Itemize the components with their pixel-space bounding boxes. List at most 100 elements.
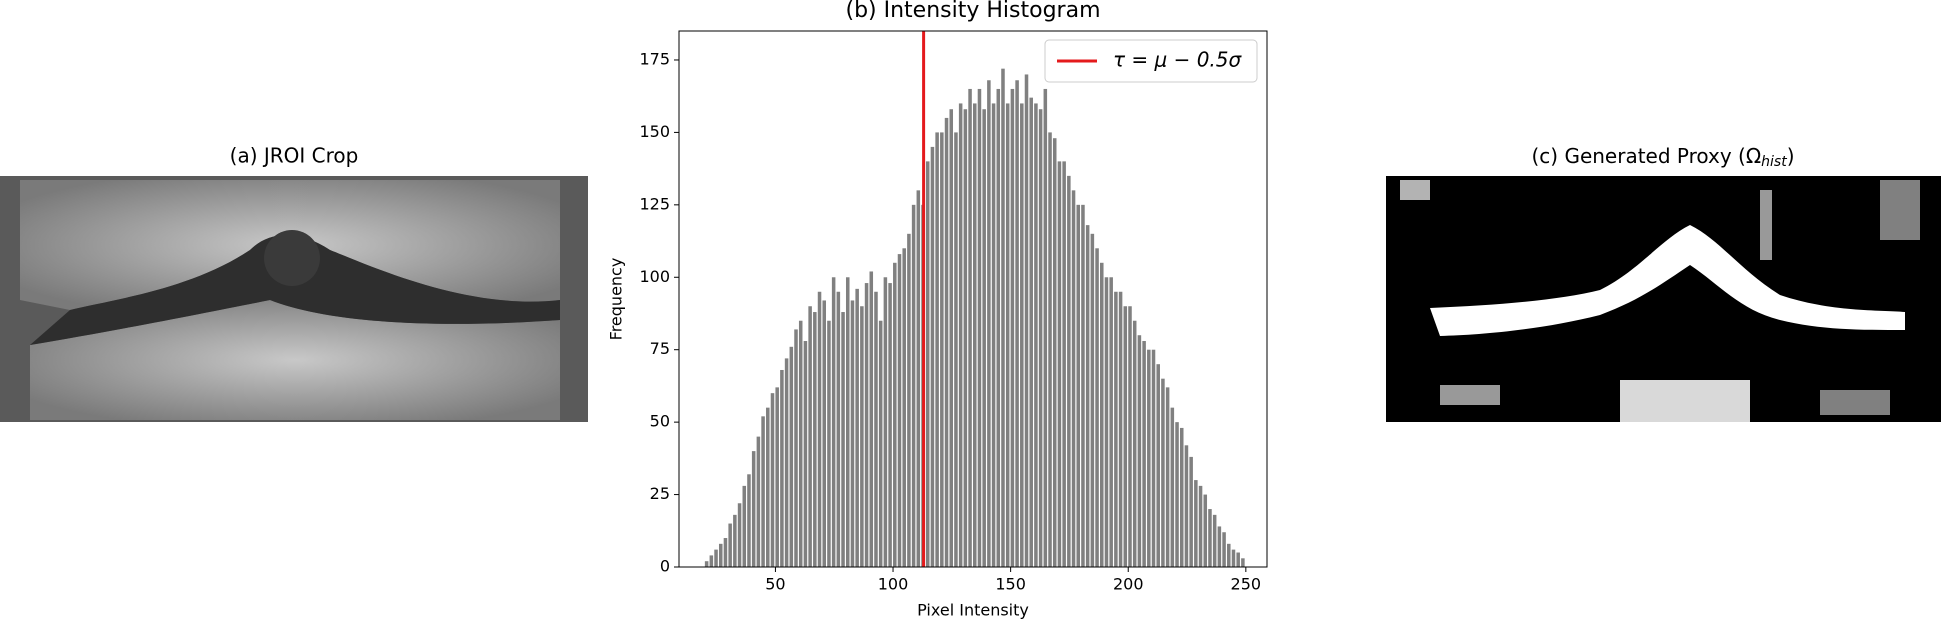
bar xyxy=(751,451,756,567)
bar xyxy=(737,503,742,567)
bar xyxy=(869,271,874,567)
bar xyxy=(850,300,855,567)
bar xyxy=(1020,103,1024,567)
bar xyxy=(1052,138,1057,567)
bar xyxy=(1236,552,1240,567)
bar xyxy=(1194,480,1198,567)
bar xyxy=(831,277,836,567)
bar xyxy=(1227,543,1231,567)
bar xyxy=(860,306,864,567)
title-text: (c) Generated Proxy (Ω xyxy=(1531,144,1761,168)
bar xyxy=(958,103,963,567)
bar xyxy=(1142,341,1146,567)
bar xyxy=(1156,364,1160,567)
bar xyxy=(893,262,897,567)
bar xyxy=(944,117,949,568)
y-tick-label: 150 xyxy=(639,122,670,141)
bar xyxy=(1090,233,1095,568)
bar xyxy=(1085,225,1090,568)
bar xyxy=(1048,132,1052,568)
bar xyxy=(1071,190,1076,567)
bar xyxy=(718,543,723,567)
bar xyxy=(1123,306,1128,567)
bar xyxy=(982,109,986,568)
bar xyxy=(1057,161,1062,568)
bar xyxy=(1001,68,1005,568)
x-tick-label: 250 xyxy=(1231,575,1262,594)
bar xyxy=(1231,549,1236,567)
bar xyxy=(808,306,812,567)
bar xyxy=(907,233,911,568)
bar xyxy=(1222,532,1226,567)
bar xyxy=(864,283,869,567)
panel-title: (a) JROI Crop xyxy=(230,144,359,168)
bar xyxy=(845,277,850,567)
y-tick-label: 75 xyxy=(650,339,670,358)
x-tick-label: 50 xyxy=(765,575,785,594)
bar xyxy=(930,146,935,567)
bar xyxy=(1109,277,1113,567)
title-end: ) xyxy=(1787,144,1795,168)
bar xyxy=(925,161,930,568)
y-tick-label: 125 xyxy=(639,194,670,213)
bar xyxy=(723,538,728,567)
bar xyxy=(766,407,770,567)
bar xyxy=(817,291,822,567)
bar xyxy=(1184,445,1189,567)
bar xyxy=(1104,277,1109,567)
bar xyxy=(855,288,859,567)
bar xyxy=(1175,422,1179,567)
bar xyxy=(1151,349,1156,567)
bar xyxy=(1179,427,1184,567)
legend-box xyxy=(1044,39,1258,83)
x-tick-label: 200 xyxy=(1113,575,1144,594)
chart-title: (b) Intensity Histogram xyxy=(846,0,1101,23)
bar xyxy=(827,320,831,567)
bar xyxy=(1161,378,1165,567)
bar xyxy=(775,387,779,567)
bar xyxy=(1198,485,1203,567)
bar xyxy=(1005,103,1010,567)
bar xyxy=(742,485,747,567)
bar xyxy=(973,103,977,567)
bar xyxy=(728,523,732,567)
panel-title: (c) Generated Proxy (Ωhist) xyxy=(1531,144,1794,171)
bar xyxy=(968,88,972,567)
bar xyxy=(1015,80,1019,567)
bar xyxy=(1062,161,1066,568)
bar xyxy=(1038,109,1043,568)
bar xyxy=(888,283,892,567)
bar xyxy=(897,254,902,567)
bar xyxy=(996,88,1001,567)
bar xyxy=(1081,204,1085,568)
bar xyxy=(911,204,916,568)
bar xyxy=(935,132,939,568)
bar xyxy=(1024,74,1029,567)
bar xyxy=(1114,291,1118,567)
bar xyxy=(1095,248,1099,567)
y-tick-label: 175 xyxy=(639,49,670,68)
bar xyxy=(1043,88,1048,567)
bar xyxy=(813,312,817,567)
bar xyxy=(1100,262,1104,567)
bar xyxy=(1029,97,1033,567)
bar xyxy=(1208,509,1212,567)
bar xyxy=(1010,88,1015,567)
x-tick-label: 150 xyxy=(995,575,1026,594)
bar xyxy=(714,549,718,567)
bar xyxy=(794,329,798,567)
bar xyxy=(1076,204,1081,568)
y-tick-label: 100 xyxy=(639,267,670,286)
bar xyxy=(878,320,883,567)
axes-frame xyxy=(678,30,1268,568)
bar xyxy=(709,555,714,567)
bar xyxy=(789,346,794,567)
bar xyxy=(761,416,765,567)
bar xyxy=(940,132,944,568)
bar xyxy=(1128,306,1132,567)
bar xyxy=(1241,558,1245,567)
bar xyxy=(1165,387,1170,567)
bar xyxy=(991,103,996,567)
bar xyxy=(1118,291,1123,567)
bar xyxy=(756,436,761,567)
